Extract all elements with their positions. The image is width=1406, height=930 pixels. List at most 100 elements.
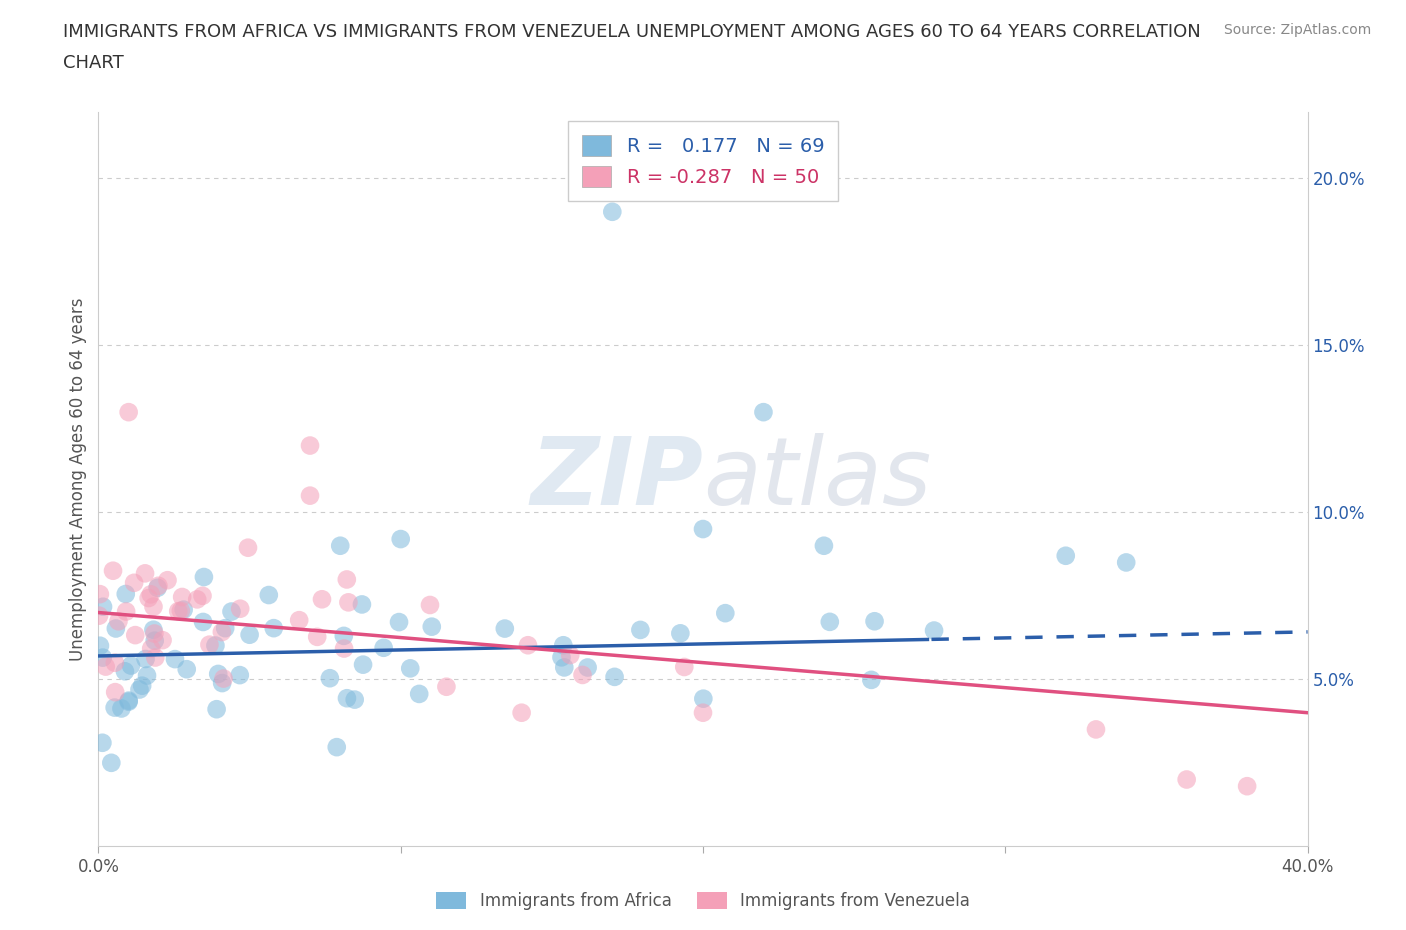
Point [122,576,145,591]
Point [373,641,395,656]
Point [91,736,114,751]
Point [1115,555,1137,570]
Point [326,739,349,754]
Point [329,538,352,553]
Point [146,580,169,595]
Point [257,588,280,603]
Text: Source: ZipAtlas.com: Source: ZipAtlas.com [1223,23,1371,37]
Point [204,638,226,653]
Point [211,625,233,640]
Point [628,622,651,637]
Point [813,538,835,553]
Legend: Immigrants from Africa, Immigrants from Venezuela: Immigrants from Africa, Immigrants from … [430,885,976,917]
Point [152,632,174,647]
Point [333,641,356,656]
Point [143,650,166,665]
Point [408,686,430,701]
Point [120,658,142,673]
Point [148,578,170,593]
Point [163,652,186,667]
Point [818,615,841,630]
Point [239,628,262,643]
Point [128,682,150,697]
Y-axis label: Unemployment Among Ages 60 to 64 years: Unemployment Among Ages 60 to 64 years [69,298,87,660]
Point [860,672,883,687]
Point [104,656,127,671]
Point [193,569,215,584]
Point [142,622,165,637]
Point [517,638,540,653]
Point [350,597,373,612]
Point [863,614,886,629]
Point [136,668,159,683]
Point [141,641,163,656]
Point [104,621,127,636]
Point [142,599,165,614]
Point [752,405,775,419]
Point [117,694,139,709]
Point [104,684,127,699]
Point [399,661,422,676]
Point [336,572,359,587]
Point [692,691,714,706]
Point [343,692,366,707]
Point [692,705,714,720]
Point [134,566,156,581]
Point [100,755,122,770]
Point [191,589,214,604]
Point [311,591,333,606]
Point [89,638,111,653]
Point [176,662,198,677]
Point [221,604,243,619]
Point [229,602,252,617]
Point [553,638,575,653]
Point [211,675,233,690]
Point [389,532,412,547]
Point [494,621,516,636]
Point [420,619,443,634]
Point [143,626,166,641]
Point [115,604,138,619]
Point [118,693,141,708]
Point [156,573,179,588]
Point [198,637,221,652]
Point [173,603,195,618]
Point [1054,549,1077,564]
Point [714,605,737,620]
Point [91,599,114,614]
Point [172,590,194,604]
Point [922,623,945,638]
Point [131,678,153,693]
Point [576,660,599,675]
Point [114,664,136,679]
Text: CHART: CHART [63,54,124,72]
Point [307,630,329,644]
Point [299,488,322,503]
Point [299,438,322,453]
Point [214,620,236,635]
Point [436,679,458,694]
Point [669,626,692,641]
Point [336,691,359,706]
Point [560,647,582,662]
Point [388,615,411,630]
Point [1175,772,1198,787]
Point [167,604,190,618]
Point [263,620,285,635]
Text: ZIP: ZIP [530,433,703,525]
Point [110,701,132,716]
Point [104,700,127,715]
Text: IMMIGRANTS FROM AFRICA VS IMMIGRANTS FROM VENEZUELA UNEMPLOYMENT AMONG AGES 60 T: IMMIGRANTS FROM AFRICA VS IMMIGRANTS FRO… [63,23,1201,41]
Point [186,592,208,607]
Point [602,205,624,219]
Point [288,613,311,628]
Point [553,660,575,675]
Point [118,405,141,419]
Point [143,633,166,648]
Point [1236,778,1258,793]
Point [87,608,110,623]
Point [236,540,259,555]
Point [333,629,356,644]
Point [319,671,342,685]
Point [692,522,714,537]
